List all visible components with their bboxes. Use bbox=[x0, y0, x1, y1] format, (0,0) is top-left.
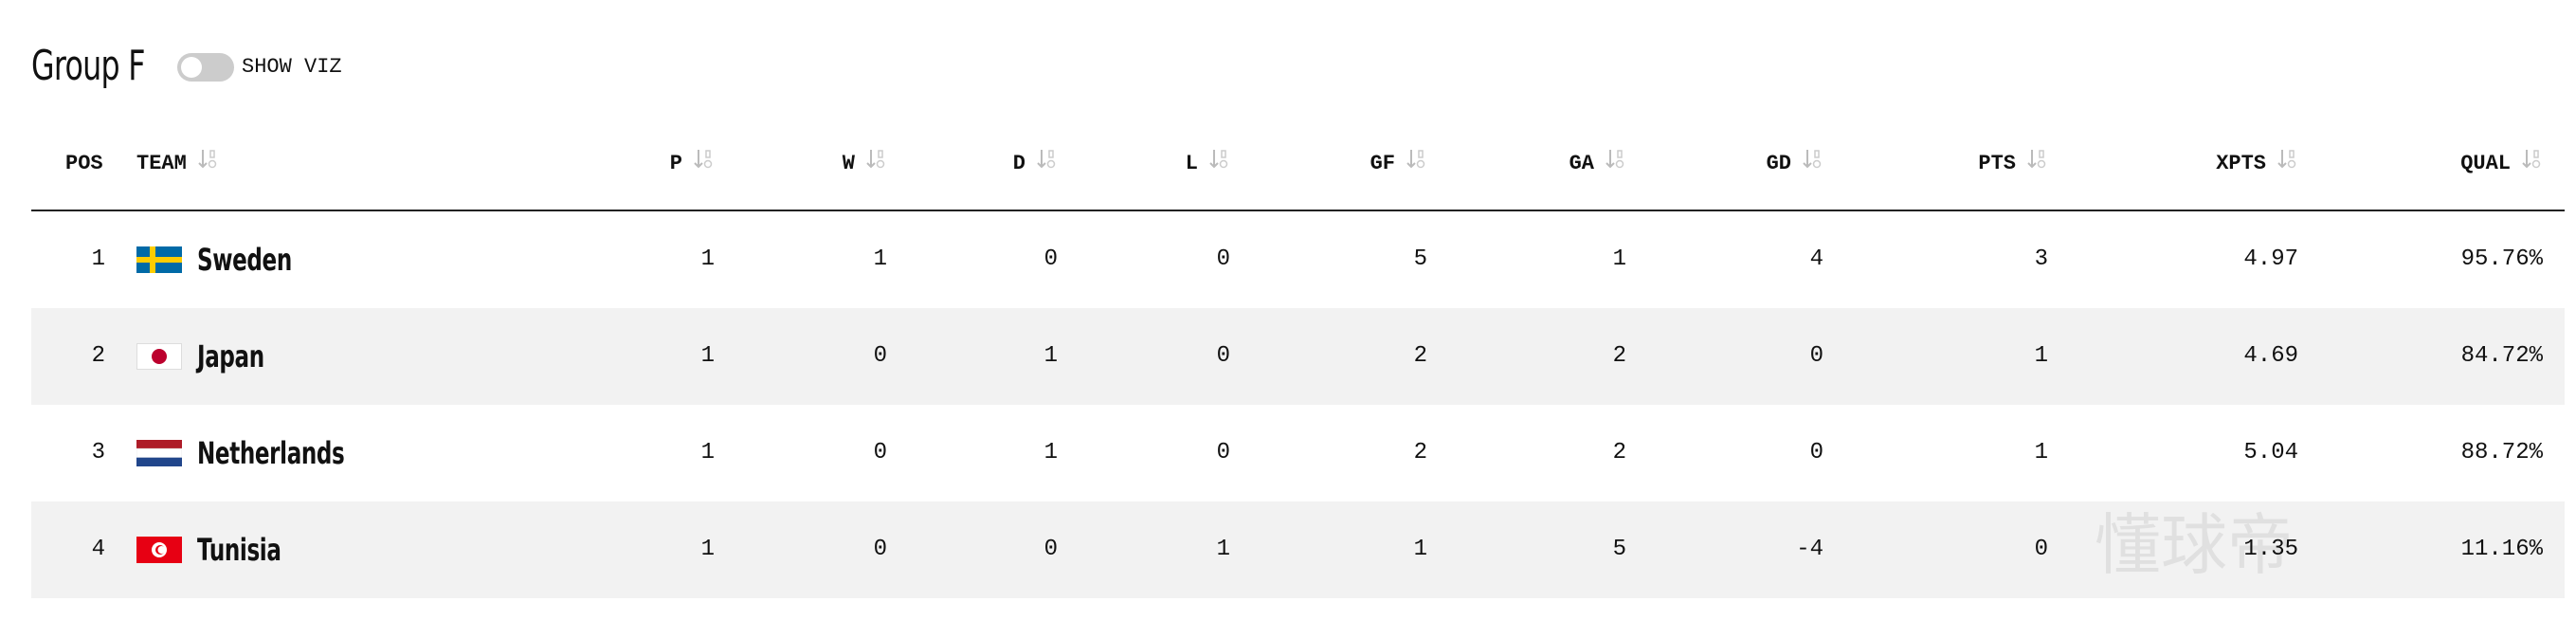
table-cell: 5 bbox=[1612, 537, 1626, 562]
table-cell: 3 bbox=[91, 440, 105, 465]
column-header[interactable]: TEAM bbox=[136, 150, 219, 178]
sort-icon[interactable] bbox=[1037, 148, 1058, 180]
team-name: Netherlands bbox=[197, 435, 345, 471]
table-cell: 95.76% bbox=[2460, 246, 2543, 272]
column-header[interactable]: PTS bbox=[1978, 150, 2048, 178]
table-cell: 0 bbox=[1809, 440, 1823, 465]
team-name: Tunisia bbox=[197, 532, 281, 568]
sort-icon[interactable] bbox=[1209, 148, 1230, 180]
table-cell: 1 bbox=[1612, 246, 1626, 272]
header-text[interactable]: GF bbox=[1370, 152, 1395, 175]
column-header[interactable]: GD bbox=[1767, 150, 1823, 178]
team-name: Sweden bbox=[197, 242, 292, 278]
table-cell: 0 bbox=[873, 440, 887, 465]
table-cell: 1 bbox=[700, 246, 715, 272]
column-header[interactable]: L bbox=[1186, 150, 1230, 178]
table-cell: 4.97 bbox=[2243, 246, 2298, 272]
table-cell: 0 bbox=[1216, 343, 1230, 369]
table-cell: 2 bbox=[1612, 343, 1626, 369]
table-cell: 2 bbox=[1612, 440, 1626, 465]
team-flag bbox=[136, 343, 182, 370]
column-header[interactable]: GA bbox=[1569, 150, 1626, 178]
table-cell: 0 bbox=[1809, 343, 1823, 369]
table-cell: 84.72% bbox=[2460, 343, 2543, 369]
show-viz-toggle[interactable] bbox=[177, 53, 234, 82]
sort-icon[interactable] bbox=[2522, 148, 2543, 180]
table-cell: 1 bbox=[2034, 440, 2048, 465]
table-cell: 5 bbox=[1413, 246, 1427, 272]
table-cell: 3 bbox=[2034, 246, 2048, 272]
table-row bbox=[31, 405, 2565, 501]
table-cell: 5.04 bbox=[2243, 440, 2298, 465]
table-cell: 0 bbox=[1043, 246, 1058, 272]
header-text[interactable]: L bbox=[1185, 152, 1198, 175]
table-cell: 1 bbox=[1216, 537, 1230, 562]
table-cell: 0 bbox=[873, 343, 887, 369]
table-cell: 88.72% bbox=[2460, 440, 2543, 465]
table-cell: 1 bbox=[873, 246, 887, 272]
watermark: 懂球帝 bbox=[2095, 506, 2294, 584]
table-cell: 1 bbox=[1043, 343, 1058, 369]
table-cell: -4 bbox=[1796, 537, 1823, 562]
column-header[interactable]: D bbox=[1013, 150, 1058, 178]
table-cell: 2 bbox=[1413, 440, 1427, 465]
column-header[interactable]: P bbox=[670, 150, 715, 178]
sort-icon[interactable] bbox=[1605, 148, 1626, 180]
table-cell: 1 bbox=[91, 246, 105, 272]
table-cell: 1 bbox=[1043, 440, 1058, 465]
header-rule bbox=[31, 210, 2565, 211]
table-cell: 0 bbox=[1043, 537, 1058, 562]
header-text[interactable]: GA bbox=[1569, 152, 1594, 175]
table-cell: 1 bbox=[1413, 537, 1427, 562]
header-text[interactable]: GD bbox=[1766, 152, 1791, 175]
sort-icon[interactable] bbox=[866, 148, 887, 180]
sort-icon[interactable] bbox=[198, 148, 219, 180]
table-cell: 4 bbox=[1809, 246, 1823, 272]
team-flag bbox=[136, 537, 182, 563]
table-cell: 4 bbox=[91, 537, 105, 562]
header-text[interactable]: XPTS bbox=[2216, 152, 2266, 175]
sort-icon[interactable] bbox=[1406, 148, 1427, 180]
column-header[interactable]: POS bbox=[65, 150, 103, 178]
header-text[interactable]: QUAL bbox=[2460, 152, 2511, 175]
table-cell: 2 bbox=[1413, 343, 1427, 369]
group-title: Group F bbox=[31, 42, 145, 90]
sort-icon[interactable] bbox=[694, 148, 715, 180]
header-text[interactable]: D bbox=[1012, 152, 1025, 175]
table-cell: 0 bbox=[873, 537, 887, 562]
column-header[interactable]: GF bbox=[1370, 150, 1427, 178]
table-row bbox=[31, 501, 2565, 598]
header-text[interactable]: PTS bbox=[1978, 152, 2016, 175]
table-cell: 4.69 bbox=[2243, 343, 2298, 369]
table-cell: 11.16% bbox=[2460, 537, 2543, 562]
sort-icon[interactable] bbox=[2027, 148, 2048, 180]
header-text[interactable]: TEAM bbox=[136, 152, 187, 175]
table-cell: 2 bbox=[91, 343, 105, 369]
column-header[interactable]: QUAL bbox=[2460, 150, 2543, 178]
sort-icon[interactable] bbox=[2277, 148, 2298, 180]
table-cell: 1 bbox=[700, 537, 715, 562]
table-cell: 1.35 bbox=[2243, 537, 2298, 562]
table-cell: 1 bbox=[700, 440, 715, 465]
table-cell: 0 bbox=[1216, 246, 1230, 272]
table-cell: 0 bbox=[2034, 537, 2048, 562]
table-row bbox=[31, 308, 2565, 405]
header-text[interactable]: POS bbox=[65, 152, 103, 175]
header-text[interactable]: W bbox=[842, 152, 855, 175]
team-flag bbox=[136, 440, 183, 466]
team-name: Japan bbox=[197, 338, 264, 374]
header-text[interactable]: P bbox=[669, 152, 682, 175]
table-cell: 0 bbox=[1216, 440, 1230, 465]
team-flag bbox=[136, 246, 182, 273]
column-header[interactable]: W bbox=[843, 150, 887, 178]
toggle-label[interactable]: SHOW VIZ bbox=[242, 55, 342, 79]
table-row bbox=[31, 211, 2565, 308]
table-cell: 1 bbox=[700, 343, 715, 369]
table-cell: 1 bbox=[2034, 343, 2048, 369]
sort-icon[interactable] bbox=[1803, 148, 1823, 180]
column-header[interactable]: XPTS bbox=[2216, 150, 2298, 178]
